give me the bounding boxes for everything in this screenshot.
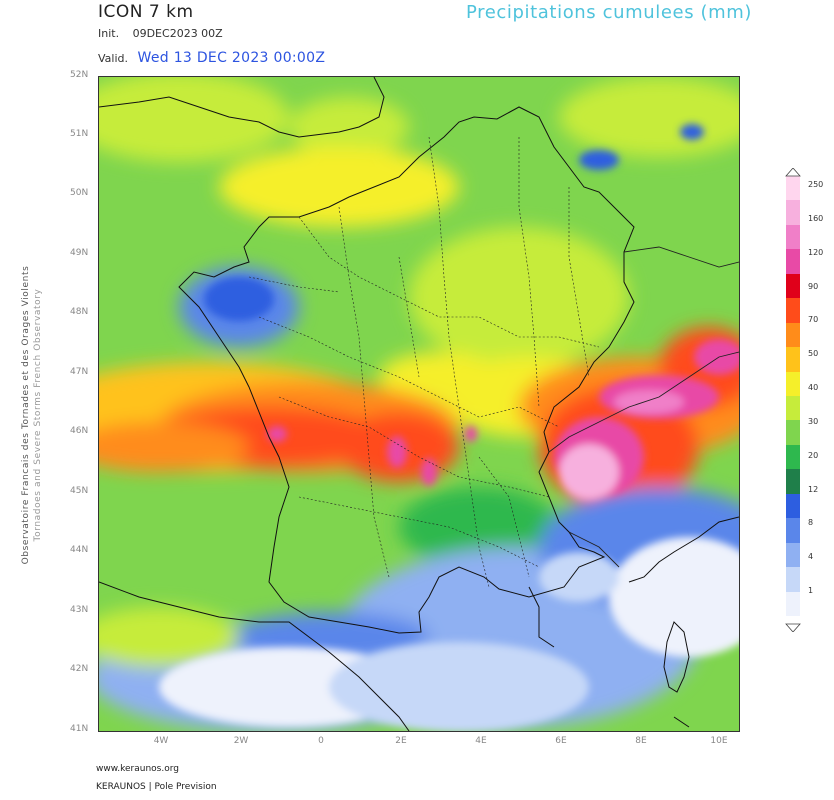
lon-label: 6E bbox=[555, 736, 567, 746]
colorbar-tick-label: 4 bbox=[808, 552, 814, 562]
colorbar-segment bbox=[786, 200, 800, 226]
footer-brand: KERAUNOS | Pole Prevision bbox=[96, 782, 217, 792]
colorbar-tick-label: 70 bbox=[808, 315, 819, 325]
lon-label: 10E bbox=[710, 736, 728, 746]
colorbar-segment bbox=[786, 371, 800, 397]
colorbar-tick-label: 160 bbox=[808, 213, 824, 223]
coastlines bbox=[99, 77, 739, 731]
lon-label: 8E bbox=[635, 736, 647, 746]
lat-label: 50N bbox=[70, 188, 89, 198]
credit-line-fr: Observatoire Francais des Tornades et de… bbox=[21, 265, 31, 565]
colorbar-segment bbox=[786, 469, 800, 495]
colorbar-tick-label: 8 bbox=[808, 518, 814, 528]
colorbar-segment bbox=[786, 322, 800, 348]
lon-label: 4W bbox=[153, 736, 169, 746]
side-credit: Observatoire Francais des Tornades et de… bbox=[20, 230, 50, 600]
product-title: Precipitations cumulees (mm) bbox=[466, 2, 753, 23]
colorbar-segment bbox=[786, 273, 800, 299]
lat-label: 46N bbox=[70, 426, 89, 436]
colorbar-arrows bbox=[785, 168, 801, 632]
colorbar-segment bbox=[786, 347, 800, 373]
valid-time: Valid. Wed 13 DEC 2023 00:00Z bbox=[98, 50, 325, 66]
lon-label: 0 bbox=[318, 736, 324, 746]
colorbar-tick-label: 250 bbox=[808, 180, 824, 189]
lat-label: 44N bbox=[70, 545, 89, 555]
colorbar-segment bbox=[786, 396, 800, 421]
lat-label: 49N bbox=[70, 248, 89, 258]
precipitation-map bbox=[98, 76, 740, 732]
precip-colorbar bbox=[786, 176, 800, 617]
init-label: Init. bbox=[98, 27, 120, 40]
footer-url: www.keraunos.org bbox=[96, 764, 179, 774]
lon-label: 2E bbox=[395, 736, 407, 746]
model-title: ICON 7 km bbox=[98, 2, 194, 22]
init-value: 09DEC2023 00Z bbox=[132, 27, 223, 40]
lat-label: 47N bbox=[70, 367, 89, 377]
lon-label: 4E bbox=[475, 736, 487, 746]
lat-label: 43N bbox=[70, 605, 89, 615]
valid-label: Valid. bbox=[98, 52, 129, 65]
colorbar-segment bbox=[786, 542, 800, 568]
colorbar-segment bbox=[786, 224, 800, 250]
country-borders bbox=[548, 246, 739, 568]
colorbar-segment bbox=[786, 518, 800, 544]
map-svg bbox=[99, 77, 739, 731]
colorbar-top-arrow bbox=[785, 168, 801, 177]
lat-label: 41N bbox=[70, 724, 89, 734]
colorbar-segment bbox=[786, 176, 800, 201]
colorbar-tick-label: 40 bbox=[808, 383, 819, 393]
colorbar-segment bbox=[786, 591, 800, 617]
valid-value: Wed 13 DEC 2023 00:00Z bbox=[137, 50, 326, 66]
lat-label: 45N bbox=[70, 486, 89, 496]
precip-peaks bbox=[159, 124, 739, 731]
colorbar-bottom-arrow bbox=[785, 623, 801, 632]
colorbar-tick-label: 120 bbox=[808, 247, 824, 257]
colorbar-segment bbox=[786, 493, 800, 519]
colorbar-segment bbox=[786, 420, 800, 446]
colorbar-tick-label: 90 bbox=[808, 281, 819, 291]
admin-borders bbox=[248, 136, 600, 588]
lon-label: 2W bbox=[233, 736, 249, 746]
colorbar-tick-label: 1 bbox=[808, 586, 814, 596]
colorbar-tick-label: 12 bbox=[808, 484, 819, 494]
colorbar-tick-label: 30 bbox=[808, 416, 819, 426]
colorbar-tick-label: 20 bbox=[808, 450, 819, 460]
lat-label: 51N bbox=[70, 129, 89, 139]
colorbar-tick-label: 50 bbox=[808, 349, 819, 359]
credit-line-en: Tornadoes and Severe Storms French Obser… bbox=[33, 288, 43, 542]
colorbar-segment bbox=[786, 444, 800, 470]
colorbar-segment bbox=[786, 567, 800, 593]
lat-label: 52N bbox=[70, 70, 89, 80]
lat-label: 48N bbox=[70, 307, 89, 317]
colorbar-segment bbox=[786, 249, 800, 275]
lat-label: 42N bbox=[70, 664, 89, 674]
colorbar-segment bbox=[786, 298, 800, 324]
init-time: Init. 09DEC2023 00Z bbox=[98, 27, 223, 40]
